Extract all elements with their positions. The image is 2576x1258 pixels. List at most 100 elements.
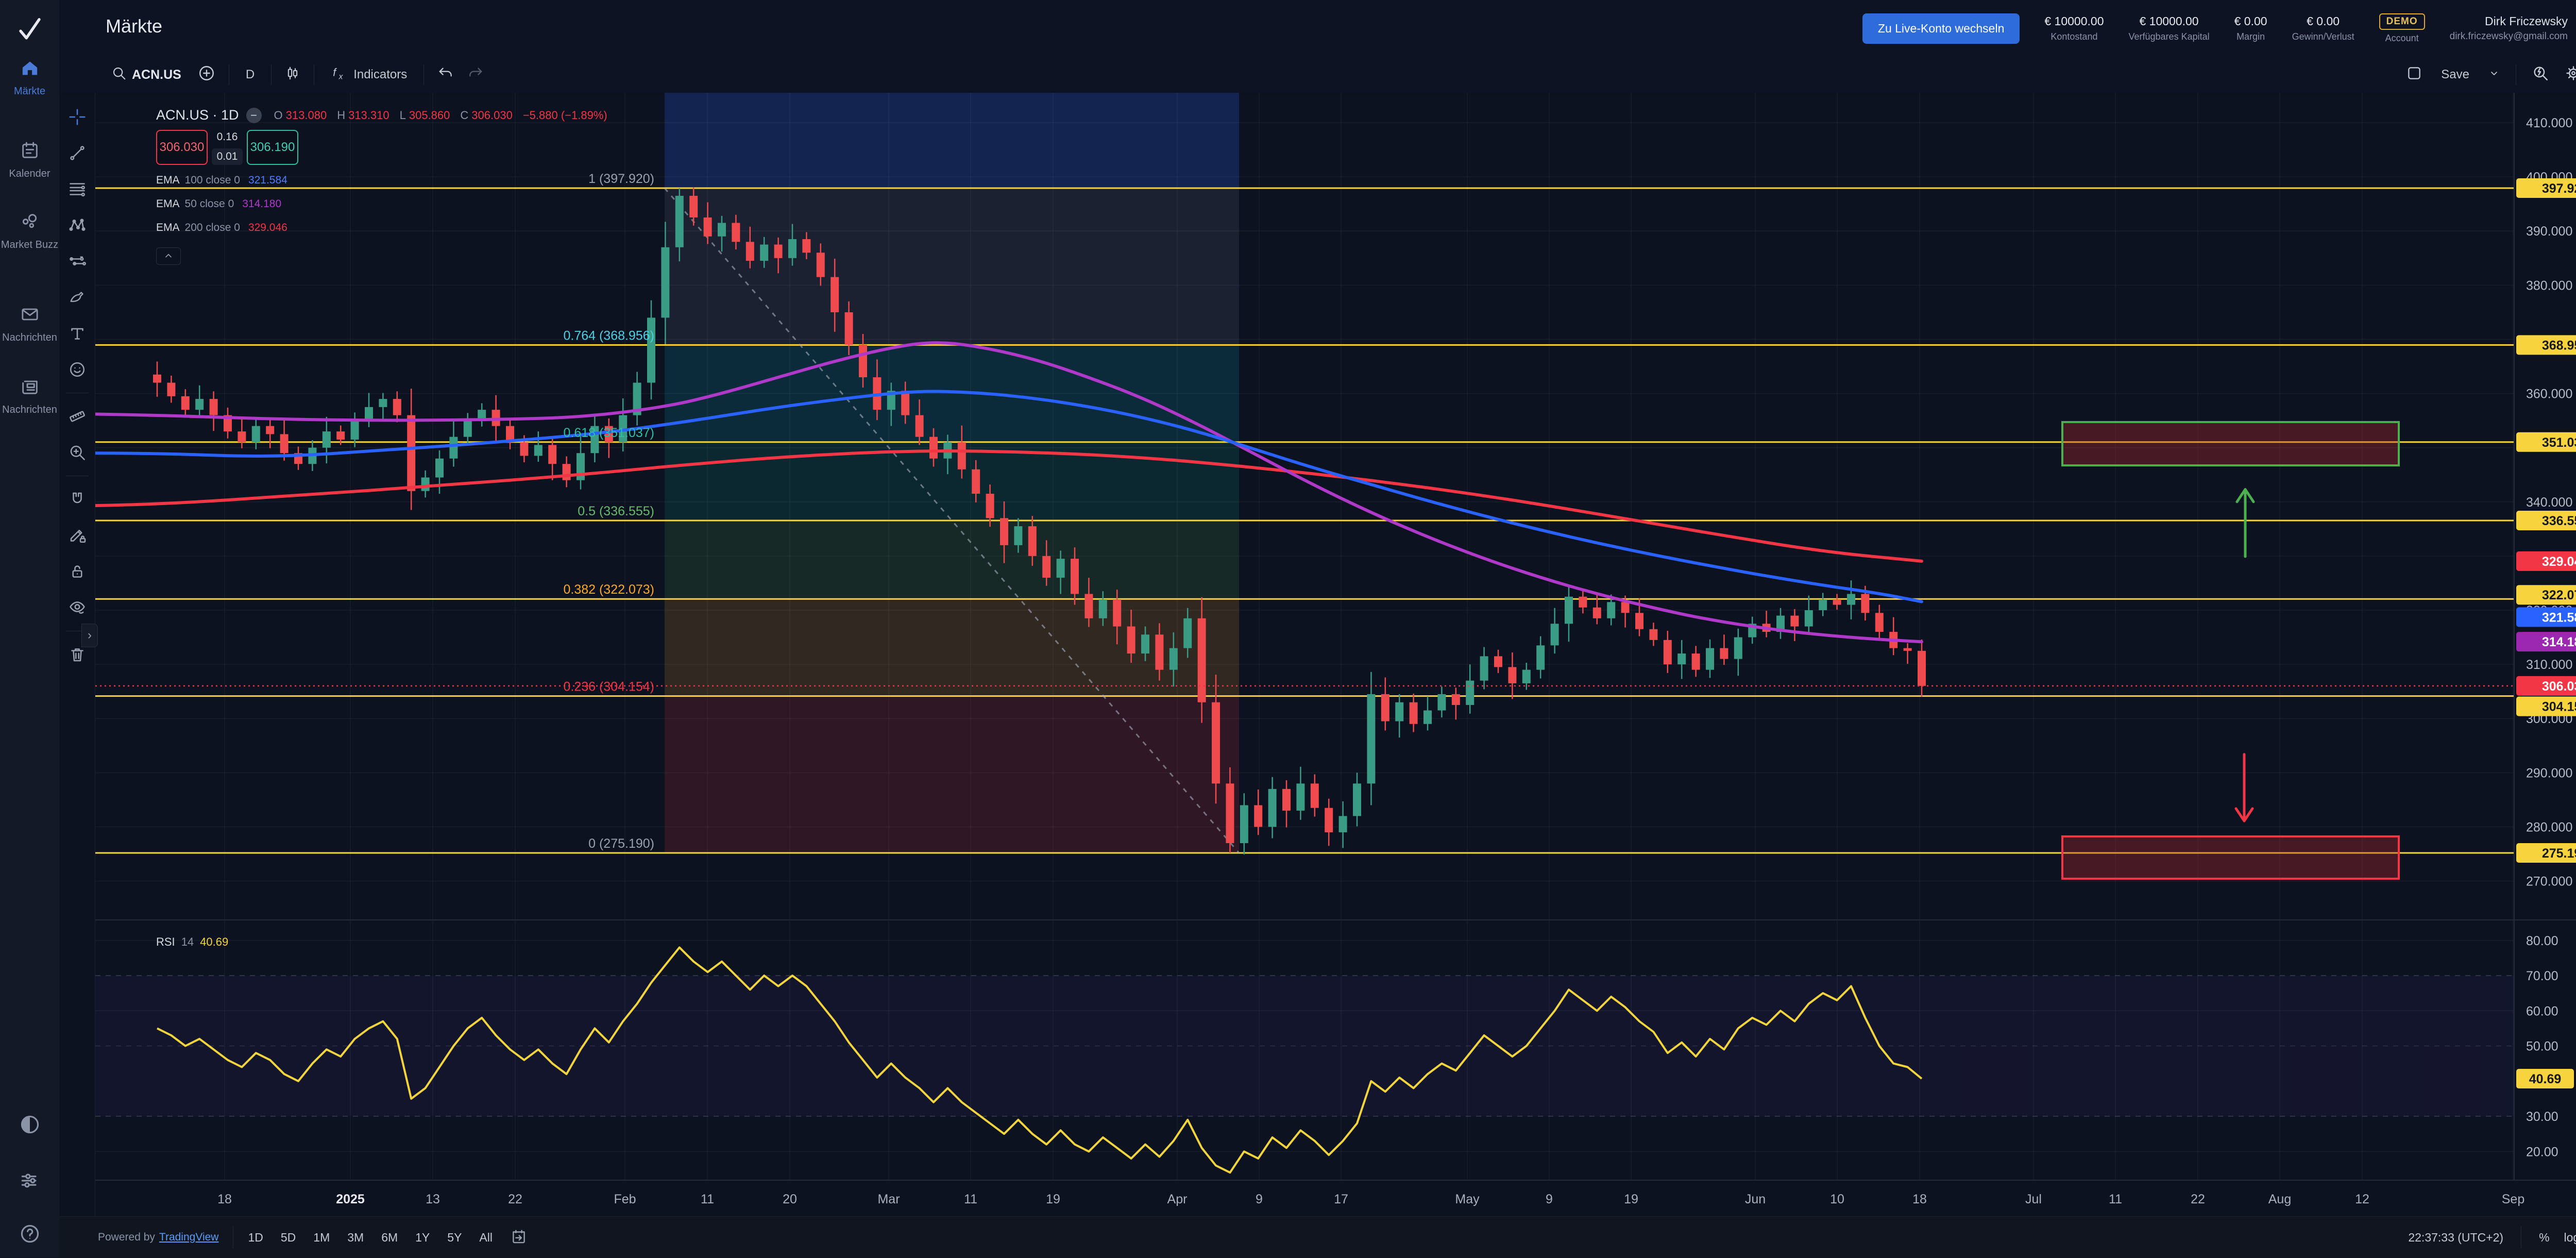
svg-text:1 (397.920): 1 (397.920) (588, 172, 654, 186)
crosshair-tool[interactable] (65, 105, 90, 129)
svg-text:40.69: 40.69 (2529, 1072, 2562, 1086)
timeframe-5d[interactable]: 5D (280, 1230, 296, 1244)
go-to-date-button[interactable] (510, 1228, 528, 1248)
prediction-tool[interactable] (65, 249, 90, 274)
chart-canvas[interactable]: 1 (397.920) 0.764 (368.956) 0.618 (351.037… (92, 93, 2576, 1216)
sell-button[interactable]: 306.030 (156, 130, 208, 165)
help-button[interactable] (0, 1222, 59, 1248)
timeframe-1d[interactable]: 1D (248, 1230, 263, 1244)
undo-button[interactable] (437, 65, 454, 85)
chart-style-button[interactable] (285, 65, 300, 85)
ohlc-values: O 313.080 H 313.310 L 305.860 C 306.030 −5.8… (274, 108, 607, 122)
gear-icon (2565, 64, 2576, 86)
timeframe-3m[interactable]: 3M (347, 1230, 364, 1244)
svg-text:340.000: 340.000 (2526, 495, 2572, 510)
svg-text:Aug: Aug (2268, 1192, 2291, 1206)
user-info: Dirk Friczewsky dirk.friczewsky@gmail.co… (2450, 14, 2568, 42)
emoji-tool[interactable] (65, 357, 90, 382)
svg-text:20.00: 20.00 (2526, 1145, 2558, 1159)
sidebar-item-kalender[interactable]: Kalender (0, 140, 59, 180)
timeframe-buttons: 1D 5D 1M 3M 6M 1Y 5Y All (248, 1231, 493, 1245)
lock-drawings[interactable] (65, 559, 90, 584)
toolbar-divider (423, 64, 425, 85)
svg-text:x: x (338, 72, 344, 81)
trend-line-tool[interactable] (65, 141, 90, 165)
tradingview-link[interactable]: TradingView (159, 1231, 219, 1243)
svg-text:410.000: 410.000 (2526, 116, 2572, 130)
svg-text:12: 12 (2355, 1192, 2369, 1206)
buzz-icon (20, 211, 40, 234)
svg-text:Jul: Jul (2025, 1192, 2042, 1206)
svg-text:Mar: Mar (877, 1192, 900, 1206)
redo-icon (467, 65, 484, 85)
legend-collapse-icon[interactable]: − (246, 107, 262, 123)
object-tree-expander[interactable]: › (81, 624, 98, 647)
svg-text:2025: 2025 (336, 1192, 365, 1206)
preferences-button[interactable] (0, 1169, 59, 1194)
indicator-legend-ema-100[interactable]: EMA 100 close 0 321.584 (156, 174, 287, 186)
svg-text:0.382 (322.073): 0.382 (322.073) (563, 582, 654, 597)
timeframe-all[interactable]: All (479, 1230, 493, 1244)
svg-text:Sep: Sep (2502, 1192, 2524, 1206)
save-button[interactable]: Save (2438, 67, 2472, 82)
pattern-tool[interactable] (65, 213, 90, 238)
sidebar-item-market-buzz[interactable]: Market Buzz (0, 211, 59, 251)
remove-drawings[interactable] (65, 642, 90, 667)
text-tool[interactable] (65, 321, 90, 346)
news-icon (20, 376, 40, 399)
chart-settings-button[interactable] (2565, 64, 2576, 86)
buy-button[interactable]: 306.190 (247, 130, 298, 165)
sidebar-item-märkte[interactable]: Märkte (0, 58, 59, 97)
sidebar-item-nachrichten[interactable]: Nachrichten (0, 376, 59, 416)
svg-text:321.584: 321.584 (2542, 610, 2576, 625)
hide-drawings[interactable] (65, 595, 90, 620)
chart-legend[interactable]: ACN.US · 1D − O 313.080 H 313.310 L 305.860… (156, 107, 607, 123)
magnet-mode[interactable] (65, 487, 90, 512)
redo-button[interactable] (467, 65, 484, 85)
zoom-in-tool[interactable] (65, 440, 90, 465)
svg-text:30.00: 30.00 (2526, 1110, 2558, 1124)
scale-percent[interactable]: % (2539, 1230, 2550, 1244)
theme-toggle-button[interactable] (0, 1113, 59, 1138)
layout-select-button[interactable] (2406, 65, 2422, 85)
legend-symbol-interval: ACN.US · 1D (156, 107, 239, 123)
symbol-search-button[interactable]: ACN.US (108, 65, 184, 85)
quick-search-button[interactable] (2532, 64, 2549, 86)
compare-add-symbol-button[interactable] (198, 64, 215, 86)
svg-text:19: 19 (1046, 1192, 1060, 1206)
svg-text:18: 18 (217, 1192, 232, 1206)
fib-retracement-tool[interactable] (65, 177, 90, 202)
timeframe-1y[interactable]: 1Y (415, 1230, 430, 1244)
switch-live-account-button[interactable]: Zu Live-Konto wechseln (1862, 13, 2020, 44)
svg-text:280.000: 280.000 (2526, 820, 2572, 834)
save-menu-caret[interactable] (2488, 67, 2500, 83)
svg-text:22: 22 (2191, 1192, 2205, 1206)
svg-text:304.154: 304.154 (2542, 700, 2576, 714)
indicator-legend-ema-200[interactable]: EMA 200 close 0 329.046 (156, 222, 287, 233)
svg-text:351.037: 351.037 (2542, 435, 2576, 450)
stay-in-drawing-mode[interactable] (65, 523, 90, 548)
timeframe-1m[interactable]: 1M (313, 1230, 330, 1244)
stat-kontostand: € 10000.00 Kontostand (2044, 14, 2104, 42)
brush-tool[interactable] (65, 285, 90, 310)
timeframe-6m[interactable]: 6M (381, 1230, 398, 1244)
legend-collapse-button[interactable] (156, 247, 181, 265)
rsi-legend[interactable]: RSI 14 40.69 (156, 935, 229, 948)
scale-log[interactable]: log (2564, 1230, 2576, 1244)
indicator-legend-ema-50[interactable]: EMA 50 close 0 314.180 (156, 198, 282, 210)
timeframe-5y[interactable]: 5Y (447, 1230, 462, 1244)
svg-text:17: 17 (1334, 1192, 1348, 1206)
demo-account-label: Account (2385, 32, 2419, 43)
measure-tool[interactable] (65, 404, 90, 429)
svg-text:0.618 (351.037): 0.618 (351.037) (563, 426, 654, 440)
svg-text:310.000: 310.000 (2526, 658, 2572, 672)
chart-overlay: ACN.US · 1D − O 313.080 H 313.310 L 305.860… (81, 93, 2576, 1216)
interval-button[interactable]: D (243, 67, 258, 82)
sidebar-item-nachrichten[interactable]: Nachrichten (0, 304, 59, 344)
chart-svg[interactable]: 1 (397.920) 0.764 (368.956) 0.618 (351.037… (92, 93, 2576, 1216)
mail-icon (20, 304, 40, 327)
page-title: Märkte (106, 15, 163, 37)
